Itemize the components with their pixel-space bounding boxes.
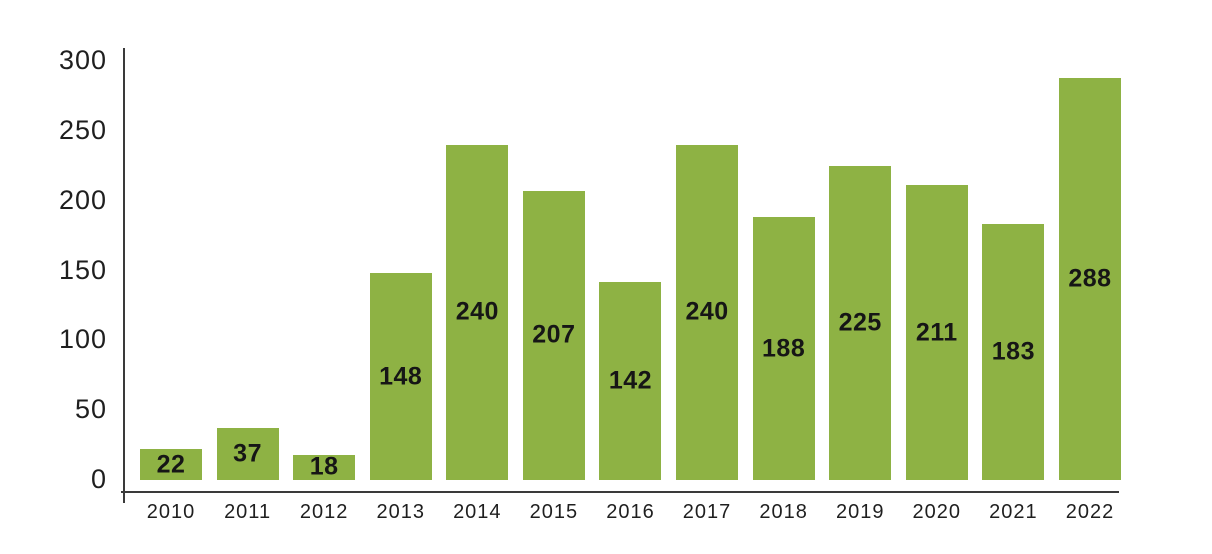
- bar-2021: [982, 224, 1045, 480]
- bar-value-label: 188: [762, 334, 806, 363]
- x-tick-label: 2013: [376, 501, 425, 523]
- bar-2014: [446, 144, 509, 480]
- x-tick-label: 2017: [682, 501, 732, 523]
- bar-2016: [599, 281, 662, 480]
- bar-2020: [905, 185, 968, 480]
- y-tick-label: 200: [58, 184, 107, 215]
- bar-2015: [522, 190, 585, 480]
- x-tick-label: 2020: [912, 501, 962, 523]
- bar-value-label: 288: [1068, 264, 1112, 293]
- y-tick-label: 50: [74, 394, 107, 425]
- bar-value-label: 142: [608, 366, 653, 395]
- bar-2017: [676, 144, 739, 480]
- bar-value-label: 207: [532, 320, 576, 349]
- x-axis-line: [121, 491, 1119, 493]
- x-tick-label: 2016: [606, 501, 655, 523]
- bar-value-label: 37: [233, 439, 262, 468]
- bar-2013: [369, 273, 432, 480]
- y-tick-label: 0: [90, 463, 107, 494]
- y-axis-line: [123, 48, 125, 503]
- bar-value-label: 240: [685, 297, 729, 326]
- bar-value-label: 240: [455, 297, 499, 326]
- bar-value-label: 225: [838, 308, 882, 337]
- bar-value-label: 18: [309, 452, 339, 481]
- bar-2019: [829, 165, 892, 480]
- y-tick-label: 150: [58, 254, 107, 285]
- y-tick-label: 250: [58, 114, 107, 145]
- x-tick-label: 2011: [224, 501, 272, 523]
- bar-value-label: 148: [379, 362, 423, 391]
- x-tick-label: 2021: [989, 501, 1038, 523]
- x-tick-label: 2012: [299, 501, 349, 523]
- bar-value-label: 22: [156, 450, 186, 479]
- bar-2012: [293, 454, 356, 480]
- bar-2010: [140, 449, 202, 480]
- x-tick-label: 2015: [529, 501, 579, 523]
- x-tick-label: 2010: [146, 501, 196, 523]
- bar-value-label: 183: [991, 337, 1035, 366]
- x-tick-label: 2022: [1065, 501, 1115, 523]
- bar-value-label: 211: [915, 318, 958, 347]
- bar-2011: [216, 428, 279, 480]
- bar-2022: [1058, 77, 1121, 480]
- y-tick-label: 300: [58, 44, 107, 75]
- y-tick-label: 100: [58, 324, 107, 355]
- x-tick-label: 2018: [759, 501, 808, 523]
- x-tick-label: 2019: [835, 501, 885, 523]
- bar-2018: [752, 217, 815, 480]
- x-tick-label: 2014: [453, 501, 502, 523]
